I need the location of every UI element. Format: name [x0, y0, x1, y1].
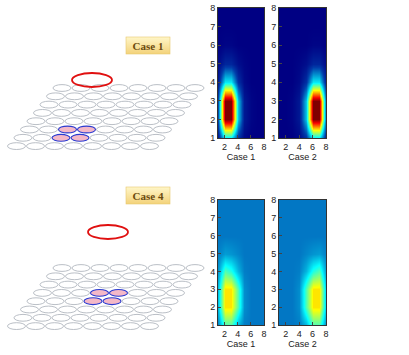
- svg-text:8: 8: [271, 3, 276, 13]
- svg-text:4: 4: [271, 267, 276, 277]
- svg-text:3: 3: [271, 96, 276, 106]
- svg-text:3: 3: [210, 284, 215, 294]
- svg-text:5: 5: [210, 59, 215, 69]
- svg-text:3: 3: [210, 96, 215, 106]
- svg-text:4: 4: [297, 142, 302, 152]
- svg-text:8: 8: [323, 329, 328, 339]
- svg-text:Case 4: Case 4: [133, 190, 164, 202]
- svg-text:2: 2: [271, 302, 276, 312]
- svg-text:2: 2: [271, 115, 276, 125]
- svg-text:Case 2: Case 2: [288, 339, 317, 349]
- svg-text:1: 1: [271, 320, 276, 330]
- svg-text:2: 2: [222, 142, 227, 152]
- svg-text:6: 6: [210, 231, 215, 241]
- svg-text:4: 4: [235, 142, 240, 152]
- svg-text:1: 1: [210, 133, 215, 143]
- svg-text:Case 1: Case 1: [133, 40, 164, 52]
- svg-text:Case 2: Case 2: [288, 152, 317, 162]
- svg-text:2: 2: [283, 142, 288, 152]
- svg-text:5: 5: [271, 59, 276, 69]
- svg-text:7: 7: [271, 22, 276, 32]
- svg-text:2: 2: [210, 302, 215, 312]
- svg-text:8: 8: [261, 142, 266, 152]
- svg-text:3: 3: [271, 284, 276, 294]
- svg-text:2: 2: [210, 115, 215, 125]
- svg-text:8: 8: [261, 329, 266, 339]
- svg-text:6: 6: [210, 40, 215, 50]
- svg-text:2: 2: [283, 329, 288, 339]
- svg-text:8: 8: [210, 195, 215, 205]
- svg-text:6: 6: [271, 40, 276, 50]
- svg-text:7: 7: [271, 213, 276, 223]
- svg-text:8: 8: [323, 142, 328, 152]
- svg-text:4: 4: [210, 77, 215, 87]
- svg-text:4: 4: [235, 329, 240, 339]
- svg-text:4: 4: [210, 267, 215, 277]
- svg-text:Case 1: Case 1: [227, 152, 256, 162]
- svg-text:5: 5: [271, 249, 276, 259]
- svg-text:6: 6: [310, 329, 315, 339]
- svg-text:1: 1: [271, 133, 276, 143]
- svg-text:2: 2: [222, 329, 227, 339]
- svg-text:6: 6: [248, 142, 253, 152]
- svg-text:4: 4: [297, 329, 302, 339]
- svg-text:5: 5: [210, 249, 215, 259]
- svg-text:1: 1: [210, 320, 215, 330]
- svg-text:6: 6: [310, 142, 315, 152]
- svg-text:Case 1: Case 1: [227, 339, 256, 349]
- svg-text:8: 8: [210, 3, 215, 13]
- svg-text:4: 4: [271, 77, 276, 87]
- svg-text:6: 6: [248, 329, 253, 339]
- svg-text:7: 7: [210, 22, 215, 32]
- svg-text:7: 7: [210, 213, 215, 223]
- svg-text:8: 8: [271, 195, 276, 205]
- svg-text:6: 6: [271, 231, 276, 241]
